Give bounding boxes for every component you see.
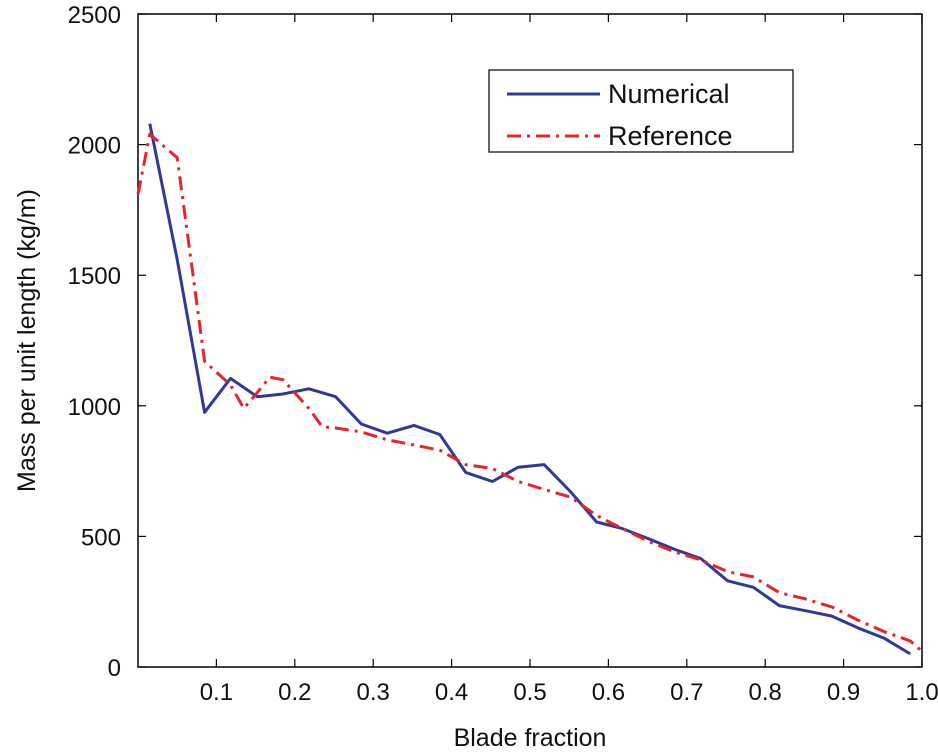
y-axis-label: Mass per unit length (kg/m) bbox=[13, 189, 41, 492]
legend-label-numerical: Numerical bbox=[608, 79, 730, 109]
x-tick-label: 1.0 bbox=[905, 679, 938, 706]
x-tick-label: 0.9 bbox=[827, 679, 860, 706]
series-line-numerical bbox=[148, 123, 911, 656]
axis-ticks bbox=[138, 13, 923, 668]
y-tick-label: 0 bbox=[108, 655, 121, 682]
x-tick-label: 0.8 bbox=[749, 679, 782, 706]
y-tick-label: 2500 bbox=[68, 2, 121, 29]
x-tick-label: 0.2 bbox=[278, 679, 311, 706]
legend-label-reference: Reference bbox=[608, 121, 733, 151]
legend: Numerical Reference bbox=[488, 69, 794, 153]
x-tick-label: 0.6 bbox=[592, 679, 625, 706]
x-tick-label: 0.1 bbox=[200, 679, 233, 706]
series-layer bbox=[136, 123, 923, 656]
y-tick-label: 500 bbox=[81, 524, 121, 551]
y-tick-label: 1500 bbox=[68, 263, 121, 290]
y-tick-label: 2000 bbox=[68, 133, 121, 160]
x-axis-label: Blade fraction bbox=[454, 724, 607, 752]
x-tick-label: 0.5 bbox=[513, 679, 546, 706]
legend-box bbox=[488, 69, 794, 153]
x-tick-label: 0.4 bbox=[435, 679, 468, 706]
axis-tick-labels: 0.1 0.2 0.3 0.4 0.5 0.6 0.7 0.8 0.9 1.0 0 500 1000 15… bbox=[68, 2, 938, 706]
x-tick-label: 0.3 bbox=[357, 679, 390, 706]
series-line-reference bbox=[136, 132, 923, 653]
y-tick-label: 1000 bbox=[68, 394, 121, 421]
x-tick-label: 0.7 bbox=[670, 679, 703, 706]
